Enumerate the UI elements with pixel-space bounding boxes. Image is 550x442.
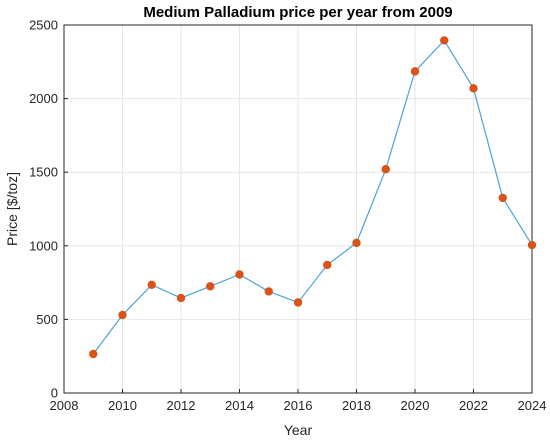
data-point (410, 67, 420, 76)
y-tick-label: 2500 (29, 18, 58, 33)
y-tick-label: 1000 (29, 238, 58, 253)
series-layer (89, 36, 537, 359)
data-point (264, 287, 273, 296)
data-point (89, 349, 98, 359)
data-point (527, 240, 537, 250)
x-axis-label: Year (284, 422, 313, 438)
grid (63, 24, 533, 394)
chart-title: Medium Palladium price per year from 200… (143, 4, 452, 21)
x-tick-label: 2024 (518, 398, 547, 413)
data-point (352, 238, 361, 248)
axis-ticks: 2008 2010 2012 2014 2016 2018 2020 2022 2024 0 500… (29, 18, 546, 414)
y-tick-label: 0 (51, 386, 58, 401)
data-point (176, 293, 186, 303)
data-point (235, 270, 244, 279)
data-point (206, 282, 215, 291)
y-tick-label: 1500 (29, 165, 58, 180)
data-point (118, 310, 127, 320)
x-tick-label: 2016 (284, 398, 313, 413)
x-tick-label: 2010 (108, 398, 137, 413)
x-tick-label: 2020 (401, 398, 430, 413)
data-point (469, 84, 478, 93)
data-point (381, 165, 390, 174)
x-tick-label: 2018 (342, 398, 371, 413)
y-axis-label: Price [$/toz] (4, 172, 20, 246)
data-point (440, 36, 449, 45)
x-tick-label: 2014 (225, 398, 254, 413)
y-tick-label: 2000 (29, 91, 58, 106)
x-tick-label: 2022 (459, 398, 488, 413)
x-tick-label: 2012 (167, 398, 196, 413)
data-point (498, 193, 507, 203)
series-line (92, 39, 533, 355)
x-tick-label: 2008 (50, 398, 79, 413)
y-tick-label: 500 (36, 312, 58, 327)
data-point (323, 260, 332, 270)
data-point (147, 280, 156, 290)
data-point (293, 298, 303, 307)
